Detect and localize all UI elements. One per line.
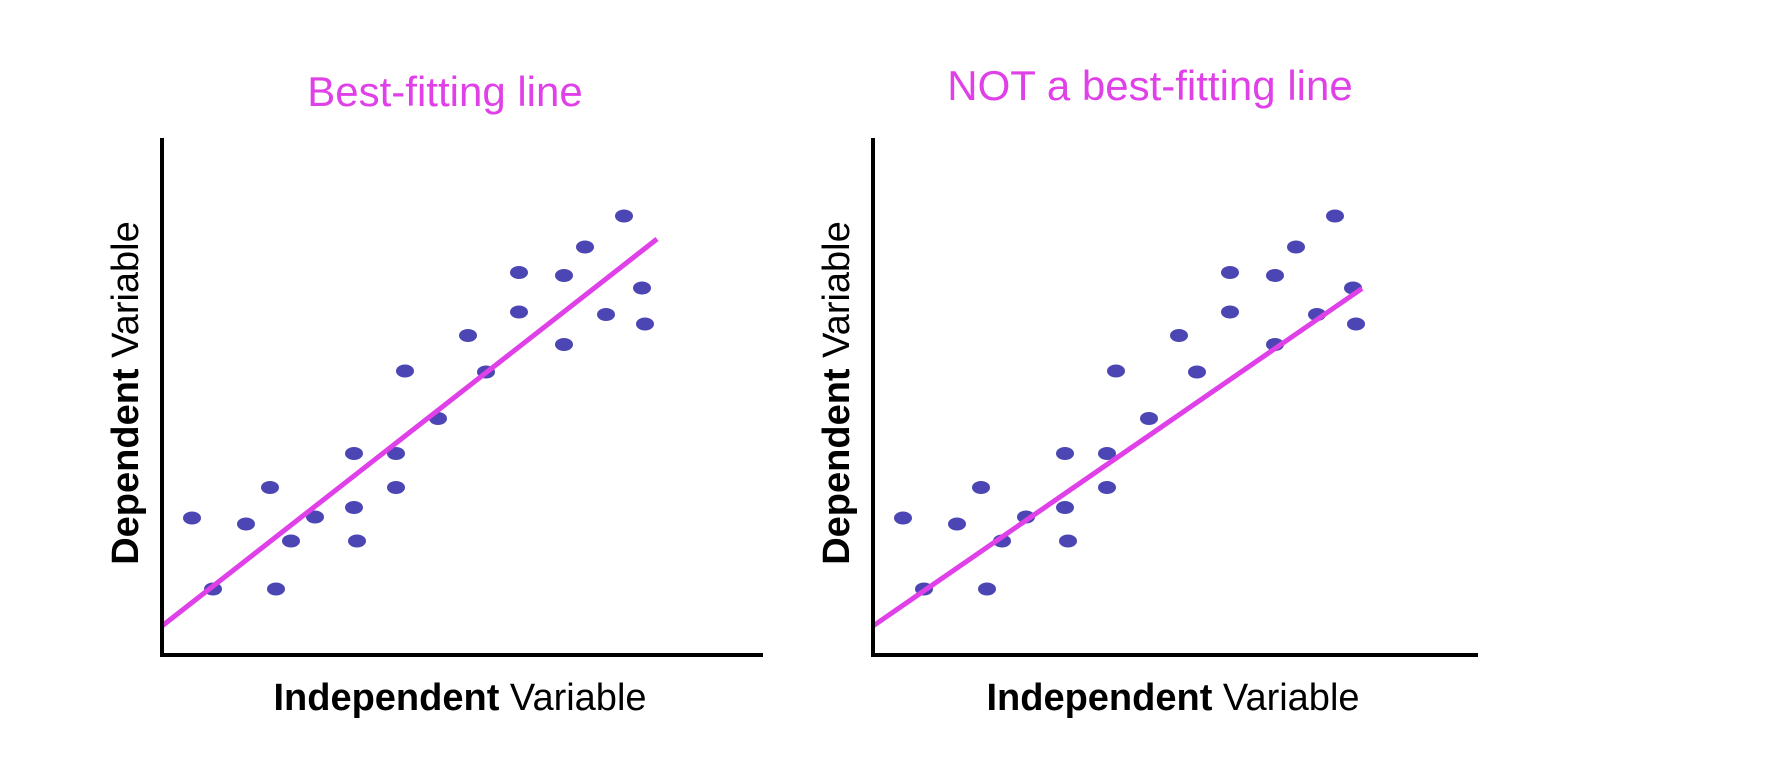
data-point (345, 447, 363, 460)
points-group (894, 209, 1365, 596)
data-point (1059, 534, 1077, 548)
data-point (1056, 501, 1074, 514)
data-point (576, 240, 594, 254)
x-axis-label-rest: Variable (510, 677, 647, 719)
data-point (1221, 266, 1239, 279)
points-group (183, 209, 654, 596)
data-point (633, 281, 651, 295)
chart-title: NOT a best-fitting line (947, 62, 1352, 109)
data-point (459, 329, 477, 342)
data-point (282, 534, 300, 548)
y-axis-label: Dependent Variable (816, 221, 858, 565)
data-point (1188, 365, 1206, 379)
data-point (978, 582, 996, 596)
data-point (1221, 305, 1239, 319)
chart-title: Best-fitting line (307, 68, 582, 115)
data-point (1098, 447, 1116, 460)
data-point (1326, 209, 1344, 223)
data-point (345, 501, 363, 514)
data-point (1266, 269, 1284, 282)
y-axis-label-bold: Dependent (105, 368, 147, 565)
data-point (1347, 317, 1365, 331)
chart-not-best-fit: NOT a best-fitting line Independent Vari… (816, 62, 1478, 719)
y-axis-label-bold: Dependent (816, 368, 858, 565)
data-point (261, 481, 279, 494)
data-point (510, 305, 528, 319)
data-point (948, 517, 966, 531)
data-point (237, 517, 255, 531)
data-point (1140, 412, 1158, 425)
data-point (510, 266, 528, 279)
data-point (348, 534, 366, 548)
x-axis-label: Independent Variable (986, 677, 1359, 719)
x-axis-label-bold: Independent (986, 677, 1212, 719)
data-point (306, 510, 324, 524)
fit-line (871, 286, 1364, 629)
x-axis-label-bold: Independent (273, 677, 499, 719)
fit-line (160, 237, 659, 628)
data-point (894, 511, 912, 525)
data-point (1287, 240, 1305, 254)
data-point (1170, 329, 1188, 342)
data-point (1056, 447, 1074, 460)
x-axis-label: Independent Variable (273, 677, 646, 719)
data-point (555, 338, 573, 351)
data-point (1098, 481, 1116, 494)
data-point (1107, 364, 1125, 378)
data-point (267, 582, 285, 596)
data-point (972, 481, 990, 494)
data-point (387, 447, 405, 460)
data-point (555, 269, 573, 282)
data-point (597, 308, 615, 321)
data-point (615, 209, 633, 223)
y-axis-label: Dependent Variable (105, 221, 147, 565)
data-point (396, 364, 414, 378)
data-point (183, 511, 201, 525)
y-axis-label-rest: Variable (105, 221, 147, 358)
data-point (387, 481, 405, 494)
y-axis-label-rest: Variable (816, 221, 858, 358)
chart-best-fit: Best-fitting line Independent Variable D… (105, 68, 763, 719)
x-axis-label-rest: Variable (1223, 677, 1360, 719)
data-point (636, 317, 654, 331)
